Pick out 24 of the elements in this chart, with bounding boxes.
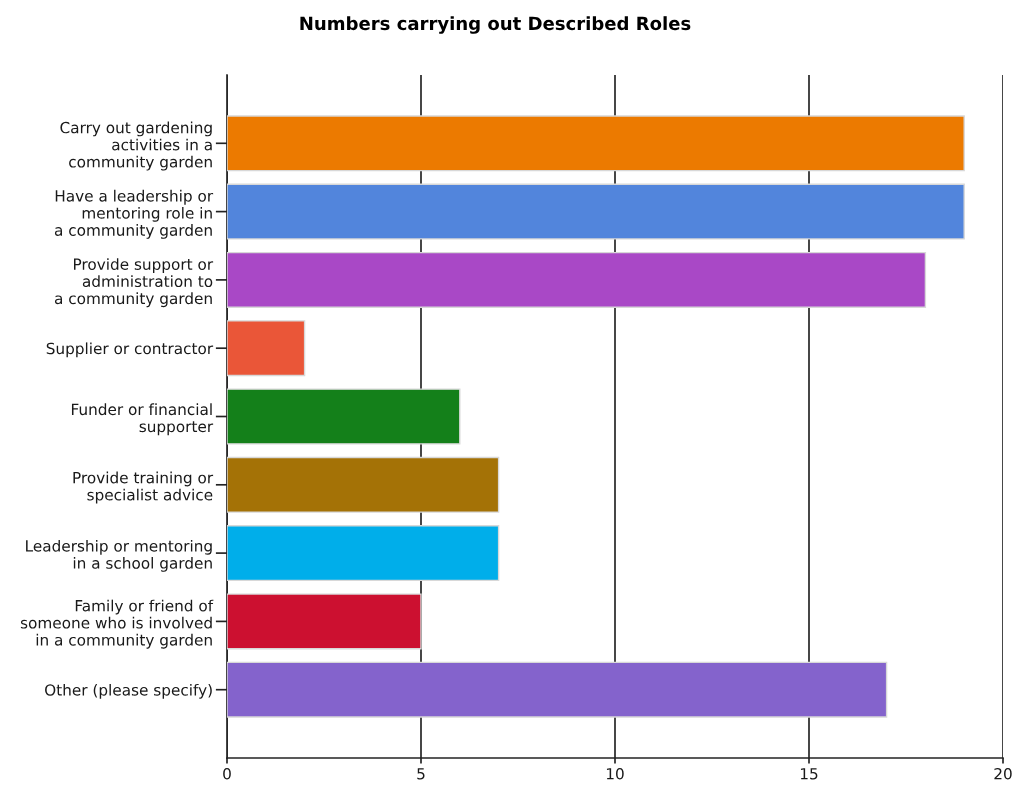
bar [227, 525, 500, 582]
x-tick-label: 15 [800, 768, 818, 780]
y-tick-label: Carry out gardening activities in a community garden [60, 121, 212, 171]
bar [227, 456, 500, 513]
y-tick-label: Leadership or mentoring in a school garden [26, 539, 212, 572]
bar [227, 388, 461, 445]
bar [227, 115, 965, 172]
y-tick-label: Funder or financial supporter [71, 403, 214, 436]
y-tick-label: Family or friend of someone who is involved in a community garden [20, 599, 214, 649]
y-tick-label: Provide training or specialist advice [73, 471, 214, 504]
x-tick-label: 10 [606, 767, 624, 780]
bar [227, 251, 927, 308]
y-tick-label: Supplier or contractor [46, 342, 214, 358]
x-tick-label: 0 [223, 767, 231, 780]
x-tick-label: 5 [417, 768, 425, 780]
bar [227, 183, 965, 240]
y-tick-label: Have a leadership or mentoring role in a community garden [54, 189, 214, 239]
bar [227, 661, 888, 718]
y-tick-label: Provide support or administration to a community garden [54, 258, 214, 308]
bar [227, 320, 306, 377]
chart-title: Numbers carrying out Described Roles [300, 16, 691, 34]
bar [227, 593, 422, 650]
x-tick-label: 20 [994, 767, 1012, 780]
y-tick-label: Other (please specify) [45, 683, 212, 699]
